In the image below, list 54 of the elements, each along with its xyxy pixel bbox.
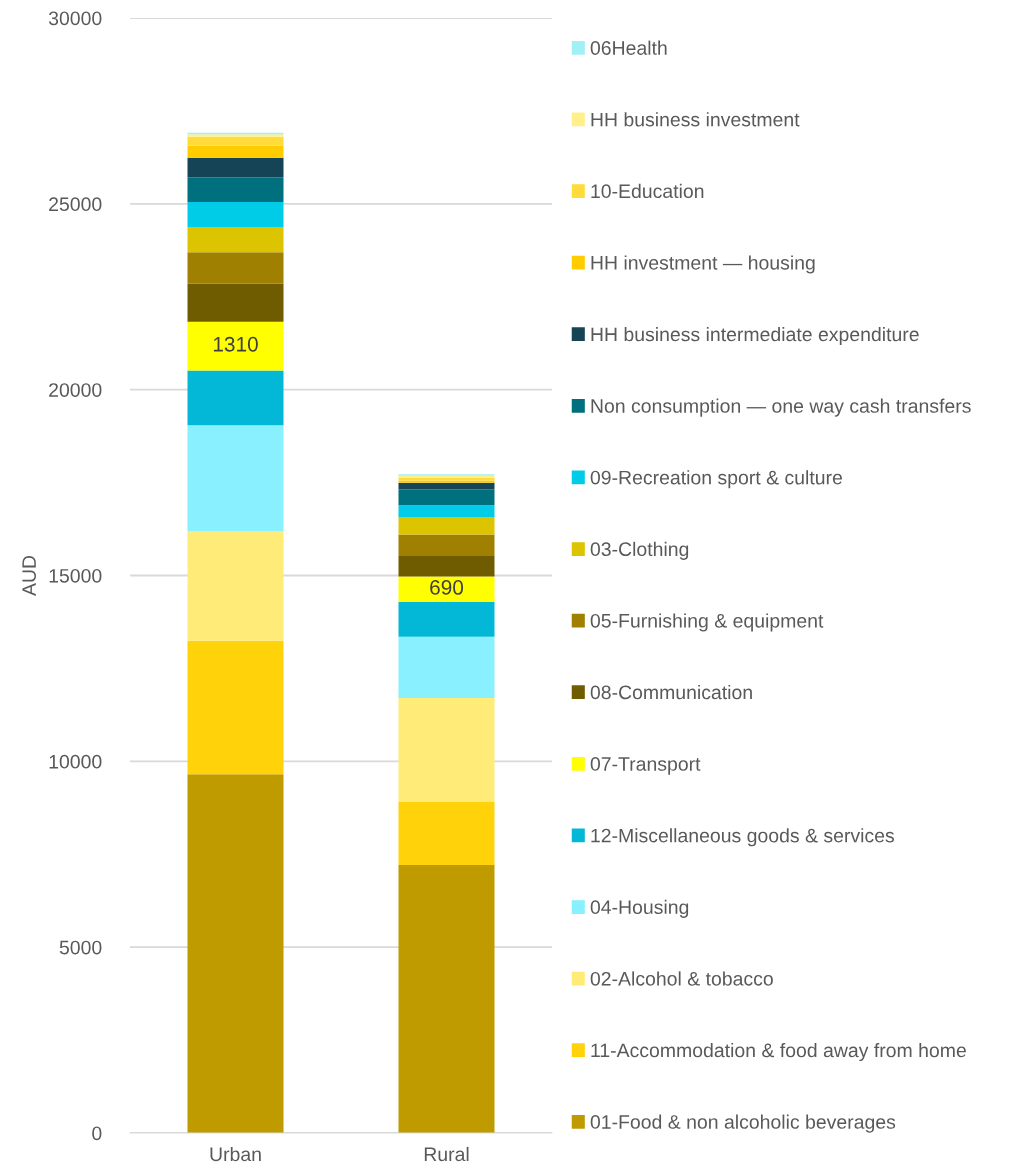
- legend-label: HH business intermediate expenditure: [591, 326, 919, 346]
- y-tick-label: 30000: [48, 11, 102, 26]
- y-tick-label: 0: [92, 1126, 102, 1141]
- bar: [187, 321, 284, 371]
- bar: [398, 865, 495, 1133]
- bar: [187, 202, 284, 228]
- legend-label: 01-Food & non alcoholic beverages: [590, 1114, 896, 1133]
- bar: [398, 556, 495, 577]
- y-tick-label: 15000: [49, 568, 102, 583]
- bar: [187, 227, 284, 253]
- bar: [187, 177, 284, 203]
- bar: [398, 576, 495, 603]
- bar: [398, 636, 495, 699]
- bar: [398, 517, 495, 535]
- data-label: 1310: [213, 336, 258, 352]
- legend-label: HH investment — housing: [591, 255, 815, 274]
- legend-label: 04-Housing: [590, 899, 689, 918]
- legend-label: 08-Communication: [590, 684, 752, 700]
- bar: [187, 531, 284, 641]
- bar: [187, 145, 284, 158]
- bar: [398, 482, 495, 490]
- bar: [398, 534, 495, 557]
- bar: [398, 602, 495, 637]
- bar: [187, 252, 284, 284]
- y-tick-label: 25000: [49, 197, 102, 212]
- bar: [187, 157, 284, 178]
- bar: [187, 640, 284, 775]
- legend-label: 03-Clothing: [590, 541, 689, 560]
- legend-label: 12-Miscellaneous goods & services: [591, 828, 895, 847]
- bar: [187, 283, 284, 322]
- x-tick-label: Urban: [210, 1146, 261, 1162]
- bar: [398, 802, 495, 866]
- legend-label: 05-Furnishing & equipment: [590, 613, 824, 632]
- bar: [398, 505, 495, 518]
- legend-label: 09-Recreation sport & culture: [590, 470, 842, 489]
- legend-label: 02-Alcohol & tobacco: [590, 971, 773, 986]
- legend-label: 07-Transport: [590, 757, 701, 775]
- bar: [398, 489, 495, 506]
- y-tick-label: 5000: [59, 940, 102, 955]
- y-tick-label: 10000: [49, 754, 102, 769]
- y-axis-title: AUD: [22, 555, 36, 596]
- legend-label: 10-Education: [591, 183, 704, 199]
- legend-label: HH business investment: [591, 112, 800, 127]
- bar: [187, 136, 284, 146]
- legend-label: Non consumption — one way cash transfers: [591, 398, 971, 417]
- data-label: 690: [430, 580, 464, 595]
- bar: [187, 425, 284, 532]
- y-tick-label: 20000: [49, 383, 102, 397]
- x-tick-label: Rural: [424, 1146, 469, 1162]
- bar: [398, 698, 495, 803]
- bar: [187, 774, 284, 1133]
- bar: [187, 370, 284, 426]
- legend-label: 11-Accommodation & food away from home: [591, 1042, 966, 1062]
- legend-label: 06Health: [590, 40, 667, 55]
